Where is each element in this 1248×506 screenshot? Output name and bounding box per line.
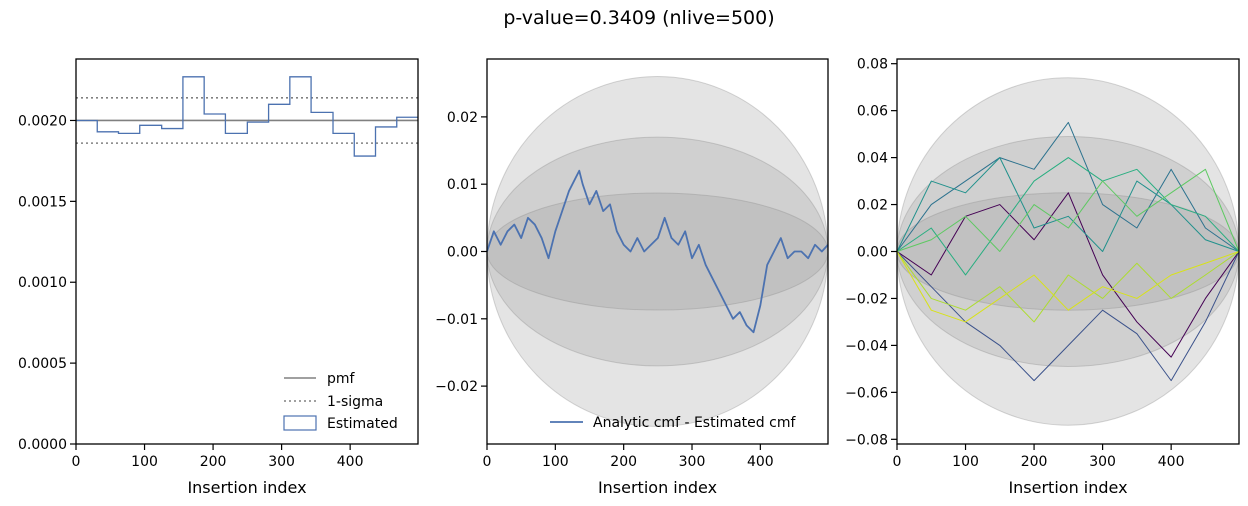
y-tick-label: 0.00 [857,245,888,261]
y-tick-label: 0.08 [857,57,888,73]
y-tick-label: 0.0010 [18,275,67,291]
y-tick-label: −0.02 [435,379,478,395]
y-tick-label: 0.0020 [18,113,67,129]
x-tick-label: 100 [131,454,158,470]
panel-left: 0 100 200 300 400 0.0000 0.0005 0.0010 0.0015 0.0… [18,58,419,497]
x-tick-label: 300 [1089,454,1116,470]
y-tick-label: −0.02 [845,291,888,307]
legend: Analytic cmf - Estimated cmf [550,415,796,431]
x-tick-label: 100 [542,454,569,470]
x-axis-label: Insertion index [187,478,306,497]
x-tick-label: 100 [952,454,979,470]
legend-label: pmf [327,371,356,387]
series-line-1 [896,192,1240,358]
y-tick-label: 0.02 [447,110,478,126]
x-tick-label: 400 [337,454,364,470]
x-tick-label: 300 [268,454,295,470]
x-tick-label: 400 [747,454,774,470]
sigma-bands [487,76,828,427]
x-axis-label: Insertion index [1008,478,1127,497]
legend-label: Estimated [327,416,398,432]
x-tick-label: 200 [610,454,637,470]
x-tick-label: 400 [1158,454,1185,470]
series-estimated [76,76,418,157]
x-axis-label: Insertion index [598,478,717,497]
y-tick-label: 0.04 [857,151,888,167]
y-tick-label: 0.0005 [18,356,67,372]
panel-right: 0 100 200 300 400 0.08 0.06 0.04 0.02 0.00 −0.02 −0… [845,57,1240,497]
series-group [896,121,1240,382]
x-tick-label: 0 [893,454,902,470]
sigma-band-1 [487,76,828,427]
y-tick-label: −0.04 [845,338,888,354]
sigma-band-2 [897,136,1239,367]
series-analytic-cmf-estimated-cmf [486,169,829,334]
series-line-2 [896,251,1240,382]
legend-estimated-swatch [283,415,317,431]
series-line-5 [896,157,1240,276]
series-line-4 [896,157,1240,252]
sigma-band-2 [487,136,828,367]
x-tick-label: 200 [1021,454,1048,470]
series-line-8 [896,251,1240,323]
series-group [486,169,829,334]
legend-label: Analytic cmf - Estimated cmf [593,415,796,431]
y-tick-label: −0.01 [435,312,478,328]
x-tick-label: 300 [679,454,706,470]
series-group [76,76,418,157]
y-tick-label: 0.01 [447,177,478,193]
y-tick-label: 0.00 [447,245,478,261]
y-tick-label: −0.08 [845,432,888,448]
x-tick-label: 0 [72,454,81,470]
sigma-band-3 [487,192,828,311]
series-line-7 [896,251,1240,323]
plot-frame [75,58,419,445]
y-tick-label: 0.02 [857,198,888,214]
y-tick-label: 0.06 [857,104,888,120]
series-line-6 [896,168,1240,252]
legend-label: 1-sigma [327,394,383,410]
x-tick-label: 200 [200,454,227,470]
legend: pmf 1-sigma Estimated [283,371,398,432]
panel-middle: 0 100 200 300 400 0.02 0.01 0.00 −0.01 −0.02 Inser… [435,58,829,497]
y-tick-label: 0.0000 [18,437,67,453]
y-tick-label: 0.0015 [18,194,67,210]
y-tick-label: −0.06 [845,385,888,401]
x-tick-label: 0 [483,454,492,470]
figure-title: p-value=0.3409 (nlive=500) [503,7,774,29]
